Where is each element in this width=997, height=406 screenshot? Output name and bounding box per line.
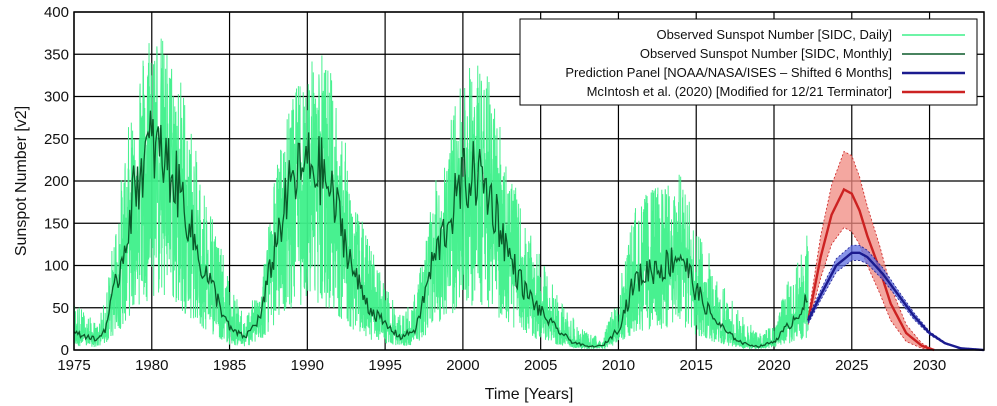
x-tick-label: 2020 — [757, 357, 790, 374]
y-tick-label: 350 — [44, 46, 69, 63]
x-tick-label: 1990 — [291, 357, 324, 374]
x-tick-label: 2015 — [680, 357, 713, 374]
legend: Observed Sunspot Number [SIDC, Daily] Obs… — [519, 18, 978, 106]
y-axis-label: Sunspot Number [v2] — [13, 106, 30, 256]
x-tick-label: 2000 — [446, 357, 479, 374]
y-tick-label: 100 — [44, 258, 69, 275]
y-tick-label: 200 — [44, 173, 69, 190]
series-monthly-line — [73, 110, 808, 348]
y-tick-label: 150 — [44, 215, 69, 232]
x-tick-label: 1975 — [57, 357, 90, 374]
y-tick-label: 300 — [44, 89, 69, 106]
series-mcintosh-line — [807, 187, 935, 352]
y-tick-label: 250 — [44, 131, 69, 148]
y-tick-label: 0 — [61, 342, 69, 359]
x-tick-label: 2005 — [524, 357, 557, 374]
x-axis-label: Time [Years] — [485, 386, 574, 403]
legend-label: Observed Sunspot Number [SIDC, Daily] — [656, 27, 892, 42]
tick-labels: 1975 1980 1985 1990 1995 2000 2005 2010 2015 2020… — [44, 4, 946, 374]
x-tick-label: 2030 — [913, 357, 946, 374]
x-tick-label: 2025 — [835, 357, 868, 374]
legend-label: McIntosh et al. (2020) [Modified for 12/… — [587, 84, 892, 99]
plot-frame — [73, 11, 985, 351]
legend-label: Prediction Panel [NOAA/NASA/ISES – Shift… — [565, 65, 892, 80]
legend-label: Observed Sunspot Number [SIDC, Monthly] — [640, 46, 892, 61]
x-tick-label: 2010 — [602, 357, 635, 374]
y-tick-label: 50 — [52, 300, 69, 317]
series-daily-line — [73, 38, 809, 350]
x-tick-label: 1995 — [368, 357, 401, 374]
legend-box — [519, 18, 978, 106]
x-tick-label: 1980 — [135, 357, 168, 374]
series-prediction-panel-line — [807, 251, 985, 352]
x-tick-label: 1985 — [213, 357, 246, 374]
y-tick-label: 400 — [44, 4, 69, 21]
plot-area — [73, 38, 985, 352]
